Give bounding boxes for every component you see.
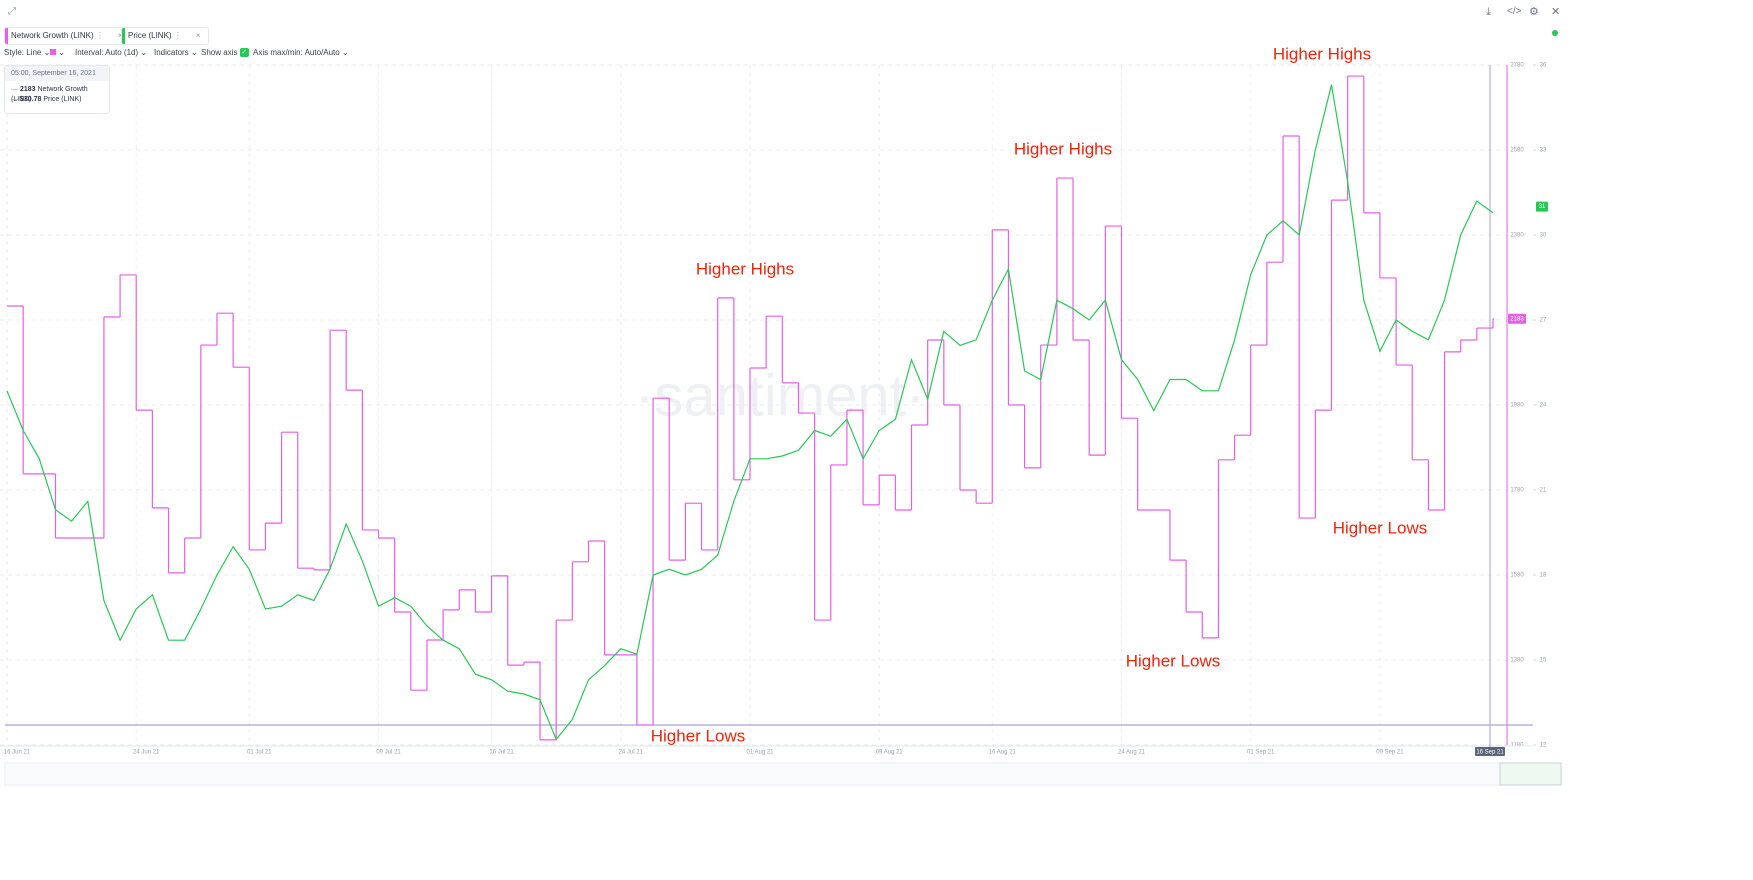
y2-tick-label: 24 (1540, 403, 1547, 409)
y-tick-label: 2780 (1510, 63, 1524, 69)
price-line (6, 84, 1494, 741)
tab-label: Price (LINK) (128, 31, 172, 40)
tooltip-row: — 2183 Network Growth (LINK) (11, 86, 88, 103)
control-label: Interval: Auto (1d) (75, 48, 139, 57)
x-tick-label: 16 Jul 21 (489, 750, 514, 756)
x-tick-label: 16 Aug 21 (989, 750, 1017, 756)
date-badge: 16 Sep 21 (1475, 747, 1505, 756)
tab-label: Network Growth (LINK) (11, 31, 94, 40)
color-control[interactable]: ⌄ (50, 48, 65, 57)
control-label: Axis max/min: Auto/Auto (253, 48, 340, 57)
annotation: Higher Highs (1014, 139, 1112, 158)
tooltip-value: $30.78 (19, 96, 42, 103)
tab-color (122, 28, 125, 44)
tooltip: 05:00, September 16, 2021 — 2183 Network… (4, 65, 110, 114)
badge-label: 2183 (1510, 316, 1524, 322)
x-tick-label: 09 Jul 21 (376, 750, 401, 756)
x-tick-label: 01 Sep 21 (1247, 750, 1275, 756)
metric-tab[interactable]: Network Growth (LINK) ⋮× (4, 27, 132, 45)
x-tick-label: 01 Aug 21 (746, 750, 774, 756)
badge-box (1475, 747, 1505, 756)
annotation: Higher Lows (1333, 518, 1428, 537)
y2-tick-label: 27 (1540, 318, 1547, 324)
embed-icon[interactable]: </> (1507, 6, 1522, 17)
tooltip-metric: Network Growth (LINK) (11, 86, 88, 103)
navigator (4, 762, 1562, 786)
y-tick-label: 1780 (1510, 488, 1524, 494)
x-tick-label: 16 Jun 21 (4, 750, 31, 756)
y-tick-label: 1980 (1510, 403, 1524, 409)
control-label: Style: Line (4, 48, 42, 57)
x-tick-label: 09 Sep 21 (1376, 750, 1404, 756)
annotation: Higher Highs (1273, 44, 1371, 63)
y-tick-label: 1380 (1510, 658, 1524, 664)
watermark: ·santiment· (635, 363, 925, 428)
x-tick-label: 24 Jul 21 (619, 750, 644, 756)
y2-tick-label: 21 (1540, 488, 1547, 494)
y2-tick-label: 33 (1540, 148, 1547, 154)
x-tick-label: 24 Aug 21 (1118, 750, 1146, 756)
annotation: Higher Lows (651, 726, 746, 745)
tooltip-row: — $30.78 Price (LINK) (11, 96, 82, 103)
y2-tick-label: 15 (1540, 658, 1547, 664)
badge-label: 16 Sep 21 (1476, 750, 1504, 756)
tab-color (5, 28, 8, 44)
settings-icon[interactable]: ⚙ (1529, 6, 1539, 18)
interval-control[interactable]: Interval: Auto (1d) ⌄ (75, 48, 148, 57)
y2-tick-label: 18 (1540, 573, 1547, 579)
tooltip-metric: Price (LINK) (43, 96, 82, 103)
x-tick-label: 24 Jun 21 (133, 750, 160, 756)
annotation: Higher Lows (1126, 651, 1221, 670)
x-tick-label: 09 Aug 21 (876, 750, 904, 756)
badge-box (1508, 313, 1526, 324)
metric-tab[interactable]: Price (LINK) ⋮ × (121, 27, 210, 45)
expand-icon[interactable]: ⤢ (8, 6, 16, 17)
y-tick-label: 1580 (1510, 573, 1524, 579)
annotation: Higher Highs (696, 259, 794, 278)
control-label: Indicators (154, 48, 189, 57)
price-badge: 31 (1536, 201, 1548, 212)
navigator-window (1499, 762, 1562, 786)
indicators-control[interactable]: Indicators ⌄ (154, 48, 198, 57)
show-axis-control[interactable]: Show axis ✓ (201, 48, 249, 58)
y2-tick-label: 30 (1540, 233, 1547, 239)
close-icon[interactable]: ✕ (1551, 6, 1561, 18)
x-tick-label: 01 Jul 21 (247, 750, 272, 756)
badge-label: 31 (1539, 204, 1546, 210)
y2-tick-label: 12 (1540, 743, 1547, 749)
y-tick-label: 2580 (1510, 148, 1524, 154)
control-label: Show axis (201, 48, 238, 57)
y-tick-label: 2380 (1510, 233, 1524, 239)
y2-tick-label: 36 (1540, 63, 1547, 69)
tooltip-value: 2183 (19, 86, 36, 93)
tooltip-time: 05:00, September 16, 2021 (5, 66, 109, 81)
style-control[interactable]: Style: Line ⌄ (4, 48, 51, 57)
live-dot (1552, 30, 1558, 36)
network-badge: 2183 (1508, 313, 1526, 324)
badge-box (1536, 201, 1548, 212)
axis-minmax-control[interactable]: Axis max/min: Auto/Auto ⌄ (253, 48, 349, 57)
download-icon[interactable]: ⤓ (1486, 6, 1491, 18)
